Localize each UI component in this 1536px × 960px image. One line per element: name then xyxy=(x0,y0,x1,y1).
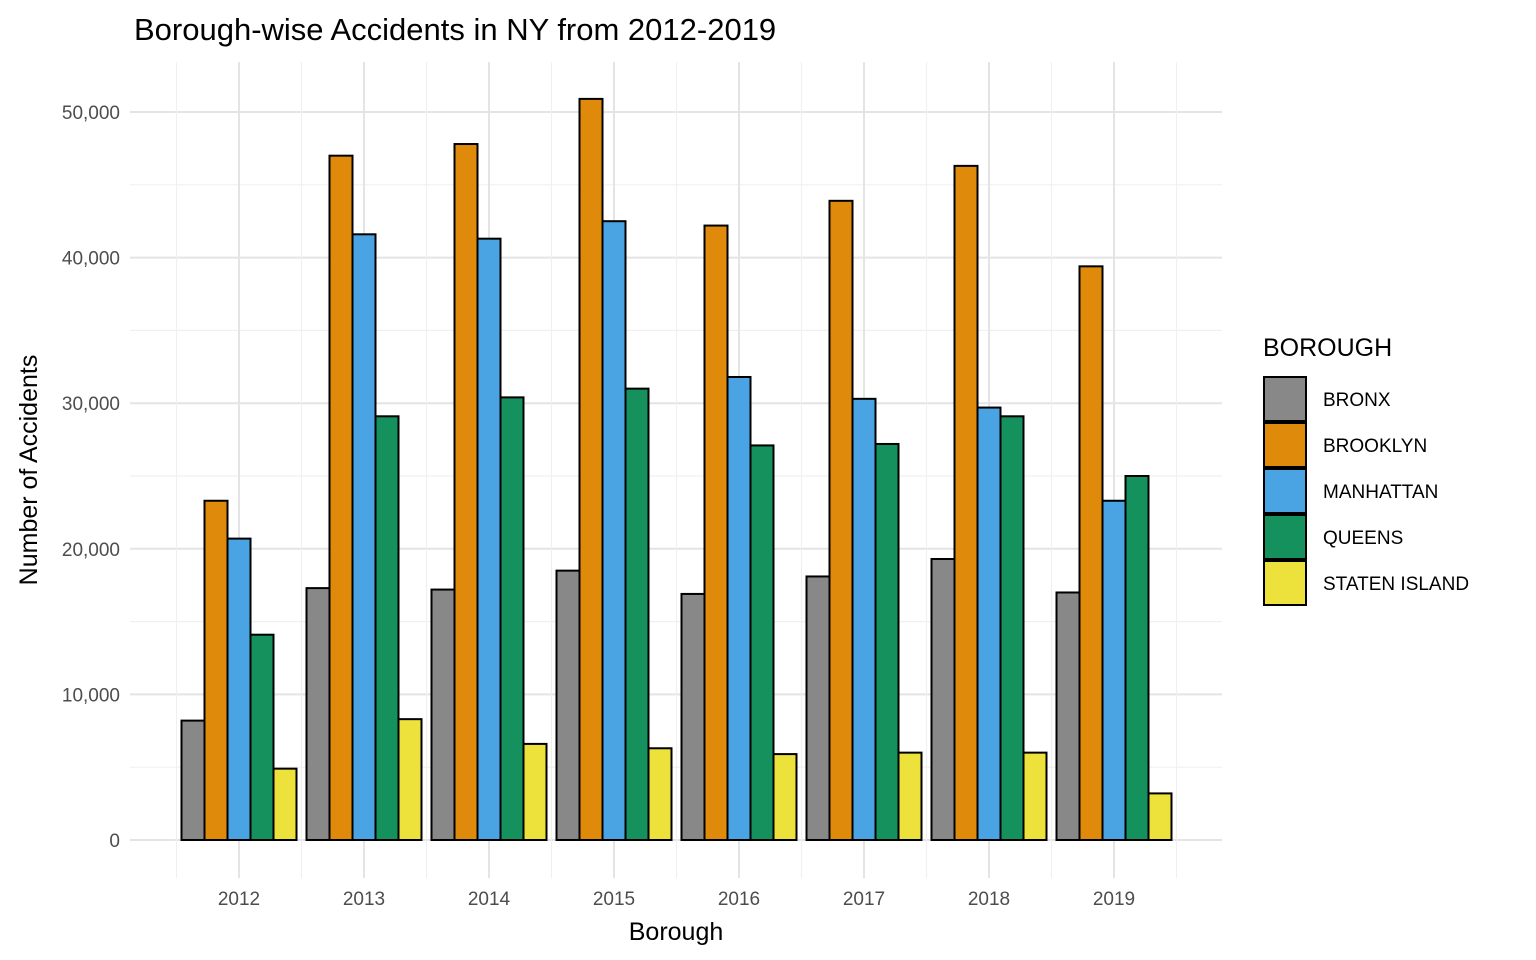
legend-title: BOROUGH xyxy=(1263,334,1392,362)
y-tick-label: 20,000 xyxy=(62,540,120,561)
bar-brooklyn-2016 xyxy=(703,224,729,841)
bar-brooklyn-2018 xyxy=(953,164,979,841)
bar-bronx-2014 xyxy=(430,588,456,841)
legend-key-manhattan xyxy=(1263,468,1307,514)
bar-staten-island-2019 xyxy=(1147,792,1173,842)
bar-staten-island-2014 xyxy=(522,742,548,841)
bar-staten-island-2016 xyxy=(772,753,798,842)
legend-label-manhattan: MANHATTAN xyxy=(1323,482,1438,503)
bar-manhattan-2015 xyxy=(601,220,627,841)
x-tick-label: 2019 xyxy=(1093,889,1135,910)
bar-manhattan-2012 xyxy=(226,537,252,841)
y-tick-label: 50,000 xyxy=(62,103,120,124)
bar-manhattan-2016 xyxy=(726,375,752,841)
bar-staten-island-2017 xyxy=(897,751,923,842)
bar-queens-2015 xyxy=(624,387,650,841)
bar-staten-island-2013 xyxy=(397,718,423,841)
legend-key-staten-island xyxy=(1263,560,1307,606)
bar-manhattan-2018 xyxy=(976,406,1002,841)
y-axis-title: Number of Accidents xyxy=(15,355,43,586)
y-axis-ticks: 0 10,000 20,000 30,000 40,000 50,000 xyxy=(62,103,120,852)
x-tick-label: 2017 xyxy=(843,889,885,910)
chart-title: Borough-wise Accidents in NY from 2012-2… xyxy=(134,12,776,47)
bar-queens-2013 xyxy=(374,415,400,841)
legend-key-queens xyxy=(1263,514,1307,560)
x-tick-label: 2018 xyxy=(968,889,1010,910)
bar-brooklyn-2017 xyxy=(828,199,854,842)
bar-bronx-2013 xyxy=(305,587,331,841)
legend-key-bronx xyxy=(1263,376,1307,422)
bar-brooklyn-2015 xyxy=(578,97,604,841)
bar-staten-island-2012 xyxy=(272,767,298,842)
bar-queens-2016 xyxy=(749,444,775,841)
legend: BOROUGH BRONX BROOKLYN MANHATTAN QUEENS STAT… xyxy=(1263,334,1469,606)
bar-brooklyn-2014 xyxy=(453,143,479,842)
bar-bronx-2019 xyxy=(1055,591,1081,841)
x-tick-label: 2016 xyxy=(718,889,760,910)
bar-manhattan-2017 xyxy=(851,397,877,841)
bar-staten-island-2015 xyxy=(647,747,673,841)
y-tick-label: 40,000 xyxy=(62,249,120,270)
legend-label-queens: QUEENS xyxy=(1323,528,1403,549)
bar-manhattan-2013 xyxy=(351,233,377,841)
bar-brooklyn-2019 xyxy=(1078,265,1104,841)
x-tick-label: 2015 xyxy=(593,889,635,910)
bar-staten-island-2018 xyxy=(1022,751,1048,842)
y-tick-label: 10,000 xyxy=(62,685,120,706)
legend-label-brooklyn: BROOKLYN xyxy=(1323,436,1427,457)
bar-manhattan-2019 xyxy=(1101,499,1127,841)
bar-bronx-2016 xyxy=(680,592,706,841)
x-tick-label: 2014 xyxy=(468,889,511,910)
legend-label-bronx: BRONX xyxy=(1323,390,1391,411)
bar-queens-2018 xyxy=(999,415,1025,841)
legend-label-staten-island: STATEN ISLAND xyxy=(1323,574,1469,595)
bar-bronx-2015 xyxy=(555,569,581,841)
bar-bronx-2012 xyxy=(180,719,206,841)
bar-bronx-2018 xyxy=(930,557,956,841)
bar-queens-2017 xyxy=(874,442,900,841)
x-axis-title: Borough xyxy=(629,918,724,946)
bar-brooklyn-2012 xyxy=(203,499,229,841)
bar-queens-2014 xyxy=(499,396,525,841)
y-tick-label: 0 xyxy=(109,831,120,852)
bars xyxy=(180,97,1173,842)
bar-manhattan-2014 xyxy=(476,237,502,841)
x-tick-label: 2012 xyxy=(218,889,260,910)
legend-key-brooklyn xyxy=(1263,422,1307,468)
bar-bronx-2017 xyxy=(805,575,831,841)
y-tick-label: 30,000 xyxy=(62,394,120,415)
bar-queens-2019 xyxy=(1124,475,1150,841)
bar-brooklyn-2013 xyxy=(328,154,354,841)
x-axis-ticks: 2012 2013 2014 2015 2016 2017 2018 2019 xyxy=(218,889,1135,910)
bar-queens-2012 xyxy=(249,633,275,841)
x-tick-label: 2013 xyxy=(343,889,385,910)
